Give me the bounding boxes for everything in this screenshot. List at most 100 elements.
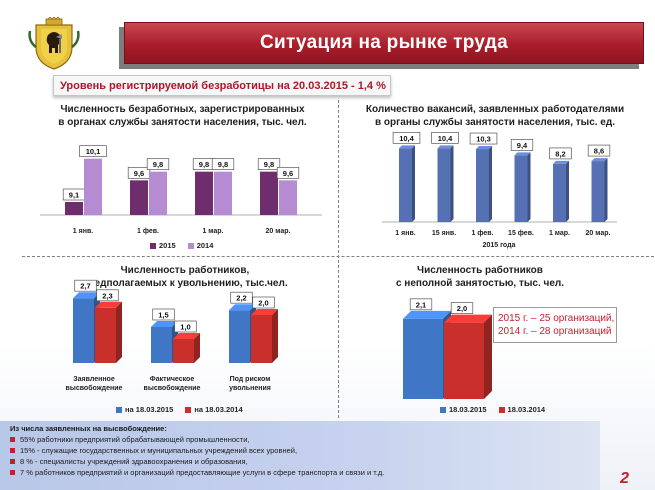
svg-text:2,2: 2,2	[236, 294, 246, 303]
list-item-text: 7 % работников предприятий и организаций…	[20, 468, 385, 477]
page-title: Ситуация на рынке труда	[259, 32, 509, 53]
bullet-icon	[10, 470, 15, 475]
bar-vacancies-2	[476, 146, 492, 222]
bar-на 18.03.2014-2	[251, 309, 278, 363]
bar-на 18.03.2014-0	[95, 301, 122, 363]
organizations-note-line1: 2015 г. – 25 организаций,	[498, 313, 615, 324]
x-tick-label: 1 янв.	[73, 228, 93, 235]
list-item: 55% работники предприятий обрабатывающей…	[10, 434, 600, 445]
part-time-chart-title: Численность работников с неполной занято…	[370, 264, 590, 290]
x-tick-label: 20 мар.	[266, 228, 291, 235]
svg-text:2,0: 2,0	[258, 299, 268, 308]
data-label: 2,7	[74, 279, 97, 292]
svg-text:2,1: 2,1	[416, 300, 426, 309]
legend-label: на 18.03.2015	[125, 405, 174, 414]
x-tick-label: Заявленное высвобождение	[66, 376, 123, 392]
unemployed-chart-legend: 2015 2014	[150, 241, 213, 250]
data-label: 2,3	[96, 289, 119, 302]
legend-swatch	[150, 242, 156, 249]
bar-18.03.2014	[444, 314, 492, 399]
legend-label: 2015	[159, 241, 176, 250]
svg-text:9,8: 9,8	[264, 160, 274, 169]
svg-text:10,1: 10,1	[86, 147, 101, 156]
svg-text:2,7: 2,7	[80, 282, 90, 291]
x-tick-label: 15 янв.	[432, 230, 456, 237]
x-tick-label: 15 фев.	[508, 230, 534, 237]
bar-2015-1	[130, 180, 148, 215]
page-title-banner: Ситуация на рынке труда	[124, 22, 644, 64]
page-number: 2	[620, 470, 629, 487]
legend-label: 2014	[196, 241, 214, 250]
legend-swatch	[185, 406, 192, 413]
list-item: 7 % работников предприятий и организаций…	[10, 467, 600, 478]
unemployed-chart-title-line2: в органах службы занятости населения, ты…	[58, 117, 307, 128]
x-tick-label: 20 мар.	[586, 230, 611, 237]
legend-item-2014: 18.03.2014	[498, 405, 546, 414]
unemployed-chart: 9,1 10,1 1 янв. 9,6 9,8 1 фев. 9,8 9,8 1 мар. 9,8…	[40, 145, 322, 235]
data-label: 1,0	[174, 320, 197, 333]
svg-text:9,8: 9,8	[153, 160, 163, 169]
x-tick-label: 1 мар.	[549, 230, 570, 237]
legend-label: 18.03.2015	[449, 405, 487, 414]
svg-text:8,2: 8,2	[555, 149, 565, 158]
x-tick-label: Под риском увольнения	[229, 376, 271, 392]
bullet-icon	[10, 448, 15, 453]
svg-text:8,6: 8,6	[594, 147, 604, 156]
svg-text:9,1: 9,1	[69, 191, 79, 200]
svg-text:9,6: 9,6	[134, 169, 144, 178]
data-label: 2,2	[230, 291, 253, 304]
bar-2014-1	[149, 171, 167, 215]
svg-text:2,0: 2,0	[457, 304, 467, 313]
data-label: 9,8	[146, 158, 170, 171]
bar-vacancies-0	[399, 145, 415, 222]
legend-item-2015: 18.03.2015	[440, 405, 487, 414]
data-label: 10,4	[392, 131, 421, 144]
bullet-icon	[10, 437, 15, 442]
part-time-chart: 2,1 2,0	[403, 298, 492, 399]
x-tick-label: 1 мар.	[202, 228, 223, 235]
bullet-icon	[10, 459, 15, 464]
legend-item-2015: на 18.03.2015	[116, 405, 173, 414]
breakdown-heading: Из числа заявленных на высвобождение:	[10, 424, 167, 433]
bar-18.03.2015	[403, 310, 451, 399]
bar-vacancies-5	[591, 158, 608, 222]
data-label: 9,4	[510, 139, 534, 151]
x-tick-label: 1 фев.	[471, 230, 493, 237]
layoff-chart-title-line1: Численность работников,	[120, 265, 250, 276]
coat-of-arms-emblem	[28, 17, 80, 70]
data-label: 10,3	[469, 132, 498, 145]
x-tick-label: 1 янв.	[395, 230, 415, 237]
x-tick-label: Фактическое высвобождение	[144, 376, 201, 392]
part-time-chart-legend: 18.03.2015 18.03.2014	[440, 405, 545, 414]
data-label: 8,6	[587, 144, 611, 157]
bar-на 18.03.2014-1	[173, 333, 200, 363]
data-label: 2,1	[409, 298, 433, 311]
bar-2015-2	[195, 171, 213, 215]
breakdown-list: 55% работники предприятий обрабатывающей…	[10, 434, 600, 478]
layoff-chart: 2,7 2,3 Заявленное высвобождение 1,5 1,0 Факти…	[66, 279, 278, 392]
data-label: 10,4	[431, 131, 459, 144]
legend-label: на 18.03.2014	[194, 405, 243, 414]
svg-text:10,4: 10,4	[438, 134, 453, 143]
legend-label: 18.03.2014	[507, 405, 546, 414]
vertical-divider	[338, 100, 339, 418]
part-time-chart-title-line1: Численность работников	[417, 265, 543, 276]
vacancies-chart-title-line2: в органы службы занятости населения, тыс…	[374, 117, 615, 128]
svg-text:1,0: 1,0	[180, 323, 190, 332]
list-item-text: 55% работники предприятий обрабатывающей…	[20, 435, 250, 444]
data-label: 9,8	[192, 158, 216, 171]
svg-text:9,6: 9,6	[283, 169, 293, 178]
legend-item-2015: 2015	[150, 241, 176, 250]
legend-swatch	[187, 242, 194, 249]
legend-item-2014: 2014	[187, 241, 214, 250]
svg-text:9,8: 9,8	[199, 160, 209, 169]
legend-item-2014: на 18.03.2014	[185, 405, 243, 414]
list-item: 15% - служащие государственных и муницип…	[10, 445, 600, 456]
bar-vacancies-4	[553, 160, 569, 222]
organizations-note: 2015 г. – 25 организаций, 2014 г. – 28 о…	[493, 307, 617, 343]
data-label: 10,1	[79, 145, 107, 158]
svg-text:9,8: 9,8	[218, 160, 228, 169]
unemployment-rate-banner: Уровень регистрируемой безработицы на 20…	[53, 75, 391, 96]
layoff-breakdown-panel: Из числа заявленных на высвобождение: 55…	[0, 421, 600, 490]
organizations-note-line2: 2014 г. – 28 организаций	[498, 326, 612, 337]
